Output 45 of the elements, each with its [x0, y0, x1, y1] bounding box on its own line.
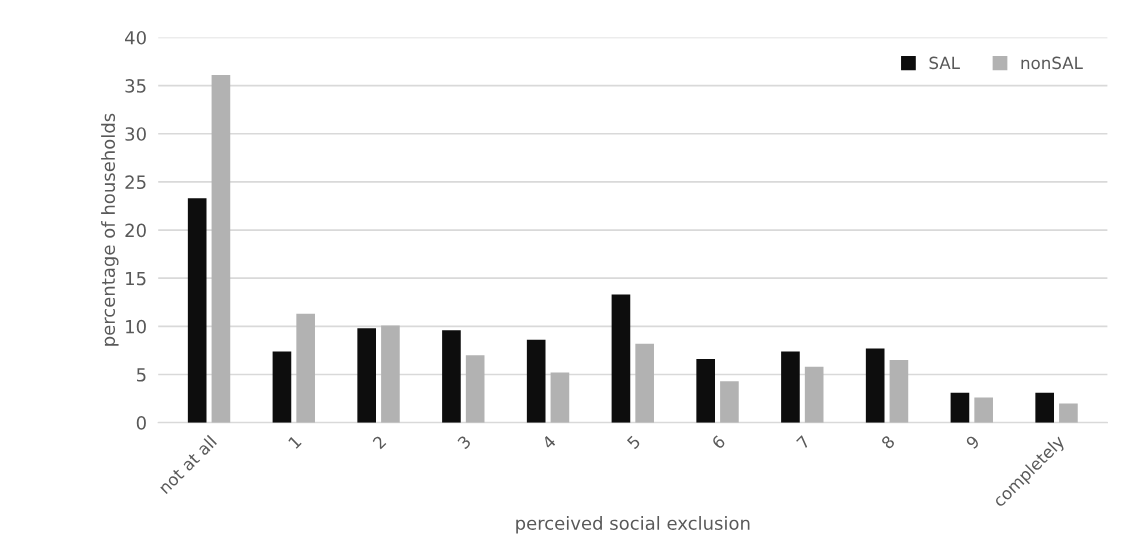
y-tick-label: 0 — [136, 416, 146, 430]
x-tick-label: 4 — [541, 434, 557, 450]
x-tick-label: 5 — [626, 435, 641, 450]
bar — [889, 360, 909, 423]
x-axis-title: perceived social exclusion — [516, 516, 750, 534]
bar — [720, 381, 739, 423]
x-tick-label: 3 — [456, 434, 472, 450]
bar — [804, 366, 824, 423]
legend-label: nonSAL — [1021, 56, 1083, 70]
bar — [974, 397, 993, 423]
bar — [187, 198, 207, 423]
bar — [696, 359, 716, 423]
bar — [272, 351, 292, 423]
x-tick-label: 7 — [796, 435, 811, 450]
legend-label: SAL — [929, 56, 960, 70]
bar — [1035, 392, 1055, 423]
y-tick-label: 25 — [125, 175, 146, 190]
x-tick-label: 8 — [880, 434, 896, 450]
bar — [296, 313, 315, 423]
y-tick-label: 10 — [126, 319, 146, 334]
y-axis-title: percentage of households — [101, 113, 119, 346]
x-tick-label: 9 — [965, 434, 981, 450]
x-tick-label: 2 — [372, 435, 387, 450]
bar — [465, 355, 485, 423]
bar — [357, 328, 377, 423]
y-tick-label: 5 — [136, 368, 146, 382]
x-tick-label: 1 — [287, 435, 302, 449]
bar — [442, 330, 461, 423]
y-tick-label: 15 — [126, 271, 146, 286]
bar — [550, 372, 570, 423]
bar — [865, 348, 885, 423]
bar — [950, 392, 970, 423]
bar — [781, 351, 800, 423]
y-tick-label: 40 — [125, 30, 146, 45]
x-tick-label: 6 — [711, 434, 726, 450]
y-tick-label: 35 — [125, 79, 146, 93]
bar — [526, 339, 546, 423]
bar — [211, 75, 231, 423]
bar — [381, 325, 400, 423]
bar — [611, 294, 631, 423]
bar — [635, 343, 654, 423]
y-tick-label: 20 — [125, 223, 146, 238]
x-tick-label: not at all — [157, 434, 218, 495]
bar — [1059, 403, 1078, 423]
y-tick-label: 30 — [125, 127, 146, 141]
